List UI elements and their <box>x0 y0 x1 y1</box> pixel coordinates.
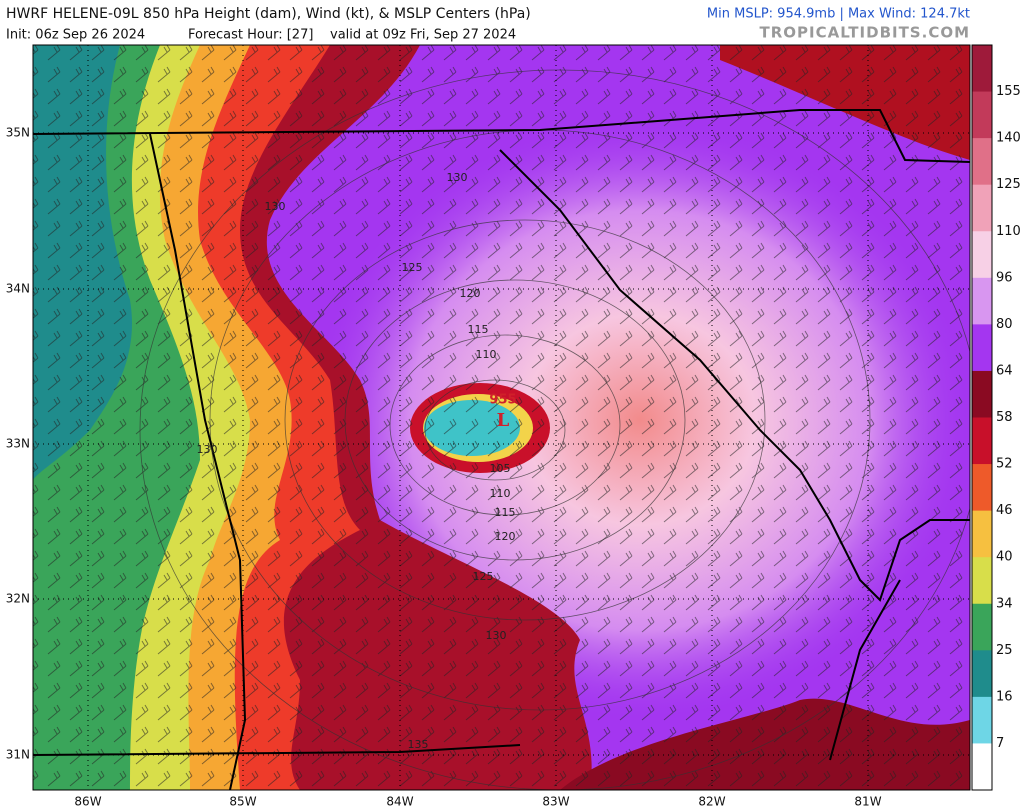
colorbar-label: 155 <box>996 84 1021 99</box>
brand: TROPICALTIDBITS.COM <box>760 24 971 42</box>
forecast-hour: Forecast Hour: [27] <box>188 28 313 43</box>
boundaries <box>33 109 970 790</box>
labels: 35N 34N 33N 32N 31N 86W 85W 84W 83W 82W 81W 130 125 1… <box>6 126 882 809</box>
colorbar-swatch <box>972 603 992 651</box>
lat-label: 34N <box>6 282 30 296</box>
lon-label: 83W <box>542 795 569 809</box>
low-symbol: L <box>497 410 510 431</box>
colorbar-swatch <box>972 743 992 791</box>
colorbar-label: 125 <box>996 177 1021 192</box>
colorbar-swatch <box>972 138 992 186</box>
lon-label: 85W <box>229 795 256 809</box>
colorbar-swatch <box>972 464 992 512</box>
colorbar-label: 46 <box>996 503 1013 518</box>
colorbar-label: 52 <box>996 457 1013 472</box>
contour-label: 130 <box>486 629 507 642</box>
contour-label: 115 <box>468 323 489 336</box>
lon-label: 82W <box>698 795 725 809</box>
lon-label: 84W <box>386 795 413 809</box>
colorbar-swatch <box>972 557 992 605</box>
colorbar-label: 25 <box>996 643 1013 658</box>
map-title: HWRF HELENE-09L 850 hPa Height (dam), Wi… <box>6 6 531 22</box>
colorbar-label: 96 <box>996 270 1013 285</box>
contour-label: 120 <box>460 287 481 300</box>
colorbar-label: 40 <box>996 550 1013 565</box>
colorbar-swatch <box>972 91 992 139</box>
contour-label: 130 <box>447 171 468 184</box>
lat-label: 33N <box>6 437 30 451</box>
contour-label: 110 <box>490 487 511 500</box>
colorbar-label: 140 <box>996 131 1021 146</box>
contour-label: 120 <box>495 530 516 543</box>
colorbar-swatch <box>972 417 992 465</box>
colorbar-label: 80 <box>996 317 1013 332</box>
contour-label: 110 <box>476 348 497 361</box>
map-area <box>33 45 970 790</box>
colorbar-swatch <box>972 324 992 372</box>
storm-stats: Min MSLP: 954.9mb | Max Wind: 124.7kt <box>707 7 970 22</box>
lat-label: 35N <box>6 126 30 140</box>
colorbar-swatch <box>972 184 992 232</box>
colorbar-label: 110 <box>996 224 1021 239</box>
colorbar-swatch <box>972 277 992 325</box>
colorbar-swatch <box>972 231 992 279</box>
contour-label: 105 <box>490 462 511 475</box>
colorbar-swatch <box>972 45 992 93</box>
graticule <box>33 45 970 790</box>
colorbar-label: 58 <box>996 410 1013 425</box>
colorbar-swatch <box>972 370 992 418</box>
contour-label: 130 <box>197 443 218 456</box>
colorbar: 155 140 125 110 96 80 64 58 52 46 40 34 25 16 7 <box>971 44 1021 791</box>
colorbar-swatch <box>972 650 992 698</box>
wind-barbs <box>33 45 970 790</box>
lon-label: 86W <box>74 795 101 809</box>
colorbar-swatch <box>972 696 992 744</box>
map-frame <box>32 44 971 791</box>
contour-label: 115 <box>495 506 516 519</box>
contour-label: 135 <box>408 738 429 751</box>
colorbar-label: 34 <box>996 596 1013 611</box>
lat-label: 32N <box>6 592 30 606</box>
colorbar-swatch <box>972 510 992 558</box>
low-pressure: 955 <box>489 393 516 408</box>
colorbar-label: 64 <box>996 363 1013 378</box>
contour-label: 130 <box>265 200 286 213</box>
colorbar-label: 7 <box>996 736 1004 751</box>
contour-label: 125 <box>473 570 494 583</box>
contour-label: 125 <box>402 261 423 274</box>
colorbar-frame <box>971 44 993 791</box>
colorbar-label: 16 <box>996 689 1013 704</box>
valid-time: valid at 09z Fri, Sep 27 2024 <box>330 28 516 43</box>
init-time: Init: 06z Sep 26 2024 <box>6 28 145 43</box>
lat-label: 31N <box>6 748 30 762</box>
lon-label: 81W <box>854 795 881 809</box>
